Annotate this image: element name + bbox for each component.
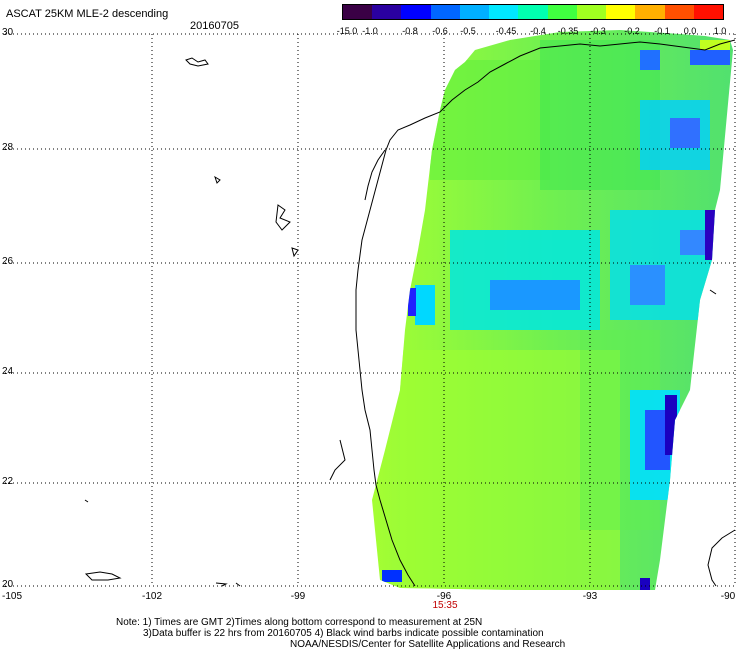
note-line-3: NOAA/NESDIS/Center for Satellite Applica… — [290, 639, 566, 650]
colorbar-segment — [547, 5, 577, 19]
colorbar-label: -0.3 — [590, 26, 606, 36]
lon-label: -105 — [1, 591, 23, 602]
lat-label: 28 — [2, 142, 14, 153]
lon-label: -96 — [436, 591, 452, 602]
colorbar-label: -0.2 — [624, 26, 640, 36]
wind-data-swath — [372, 30, 733, 590]
colorbar-segment — [401, 5, 431, 19]
colorbar — [342, 4, 724, 20]
lon-label: -102 — [141, 591, 163, 602]
lon-label: -90 — [720, 591, 736, 602]
colorbar-label: -0.6 — [432, 26, 448, 36]
colorbar-label: -15.0 — [336, 26, 358, 36]
colorbar-segment — [518, 5, 548, 19]
colorbar-segment — [372, 5, 402, 19]
note-line-1: Note: 1) Times are GMT 2)Times along bot… — [116, 617, 483, 628]
lon-label: -99 — [290, 591, 306, 602]
product-date: 20160705 — [190, 20, 239, 32]
colorbar-segment — [343, 5, 373, 19]
colorbar-segment — [430, 5, 460, 19]
lat-label: 26 — [2, 256, 14, 267]
lon-label: -93 — [582, 591, 598, 602]
lat-label: 20 — [2, 579, 14, 590]
colorbar-label: -0.35 — [557, 26, 579, 36]
colorbar-label: -0.1 — [654, 26, 670, 36]
colorbar-label: 0.0 — [683, 26, 697, 36]
colorbar-segment — [606, 5, 636, 19]
grid-lines — [5, 33, 736, 587]
colorbar-segment — [489, 5, 519, 19]
lat-label: 22 — [2, 476, 14, 487]
colorbar-label: -0.4 — [530, 26, 546, 36]
colorbar-label: -1.0 — [362, 26, 378, 36]
coastline — [329, 39, 736, 587]
colorbar-label: -0.45 — [495, 26, 517, 36]
lat-label: 24 — [2, 366, 14, 377]
colorbar-label: 1.0 — [713, 26, 727, 36]
colorbar-segment — [576, 5, 607, 19]
colorbar-segment — [664, 5, 694, 19]
colorbar-segment — [459, 5, 490, 19]
colorbar-label: -0.8 — [402, 26, 418, 36]
pass-time-label: 15:35 — [432, 600, 458, 611]
colorbar-segment — [635, 5, 665, 19]
inland-features — [84, 57, 717, 587]
lat-label: 30 — [2, 27, 14, 38]
product-title: ASCAT 25KM MLE-2 descending — [6, 8, 169, 20]
note-line-2: 3)Data buffer is 22 hrs from 20160705 4)… — [143, 628, 544, 639]
colorbar-label: -0.5 — [460, 26, 476, 36]
colorbar-segment — [693, 5, 724, 19]
